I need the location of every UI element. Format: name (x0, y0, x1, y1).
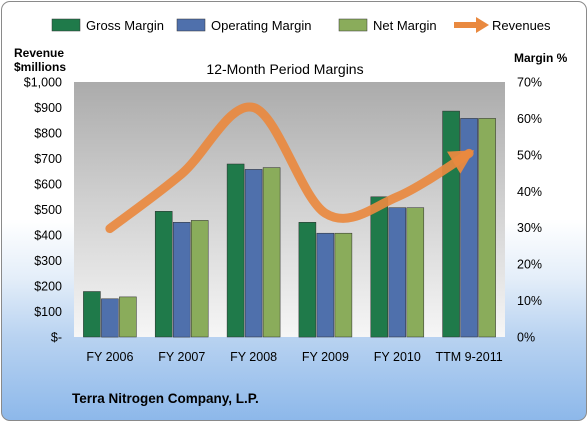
bar-gross-margin-fy-2006 (83, 291, 101, 338)
left-tick-label: $1,000 (24, 76, 62, 90)
bar-net-margin-fy-2010 (406, 207, 425, 338)
legend: Gross Margin Operating Margin Net Margin Re… (51, 17, 551, 33)
bar-gross-margin-fy-2007 (154, 211, 173, 338)
bar-gross-margin-fy-2009 (298, 222, 317, 338)
line-revenues-arrowhead (447, 150, 475, 174)
bar-net-margin-fy-2006 (119, 296, 137, 338)
right-tick-label: 60% (517, 112, 542, 126)
bar-series-group (83, 110, 496, 338)
bar-operating-margin-fy-2009 (316, 232, 335, 338)
legend-label-net-margin: Net Margin (373, 18, 437, 33)
left-tick-label: $400 (34, 229, 62, 243)
right-tick-label: 0% (517, 331, 535, 345)
category-label: FY 2009 (302, 350, 349, 364)
left-tick-label: $300 (34, 254, 62, 268)
bar-gross-margin-fy-2008 (226, 163, 245, 338)
right-tick-label: 30% (517, 221, 542, 235)
category-label: FY 2006 (86, 350, 133, 364)
left-axis-ticks: $- $100 $200 $300 $400 $500 $600 $700 $800 $900 $1… (24, 76, 62, 345)
category-label: FY 2010 (374, 350, 421, 364)
category-label: TTM 9-2011 (436, 350, 503, 364)
legend-swatch-gross-margin (51, 18, 81, 32)
right-tick-label: 20% (517, 258, 542, 272)
left-tick-label: $900 (34, 101, 62, 115)
legend-label-revenues: Revenues (492, 18, 551, 33)
category-label: FY 2008 (230, 350, 277, 364)
category-labels: FY 2006 FY 2007 FY 2008 FY 2009 FY 2010 TTM 9… (86, 350, 502, 364)
bar-gross-margin-ttm-9-2011 (442, 110, 460, 338)
bar-operating-margin-fy-2010 (388, 207, 407, 338)
legend-label-gross-margin: Gross Margin (86, 18, 164, 33)
bar-gross-margin-fy-2010 (370, 196, 389, 338)
left-tick-label: $200 (34, 280, 62, 294)
legend-arrow-revenues (476, 17, 489, 33)
bar-operating-margin-fy-2006 (101, 298, 119, 338)
category-label: FY 2007 (158, 350, 205, 364)
right-tick-label: 70% (517, 76, 542, 90)
bar-net-margin-ttm-9-2011 (478, 118, 496, 338)
right-tick-label: 40% (517, 185, 542, 199)
left-tick-label: $500 (34, 203, 62, 217)
line-revenues (105, 102, 474, 234)
right-axis-title: Margin % (514, 51, 568, 65)
left-tick-label: $700 (34, 152, 62, 166)
company-name: Terra Nitrogen Company, L.P. (72, 391, 259, 406)
bar-operating-margin-fy-2007 (172, 222, 191, 338)
left-tick-label: $100 (34, 305, 62, 319)
bar-net-margin-fy-2008 (262, 167, 281, 338)
chart-title: 12-Month Period Margins (206, 61, 363, 77)
bar-net-margin-fy-2009 (334, 232, 353, 338)
right-axis-ticks: 0% 10% 20% 30% 40% 50% 60% 70% (517, 76, 542, 345)
bar-operating-margin-ttm-9-2011 (460, 118, 478, 338)
left-tick-label: $800 (34, 127, 62, 141)
left-tick-label: $600 (34, 178, 62, 192)
right-tick-label: 10% (517, 294, 542, 308)
left-tick-label: $- (51, 331, 62, 345)
plot-area (74, 82, 505, 337)
left-axis-title-line1: Revenue (14, 46, 64, 60)
right-tick-label: 50% (517, 148, 542, 162)
legend-swatch-net-margin (338, 18, 368, 32)
bar-net-margin-fy-2007 (190, 220, 209, 338)
revenue-line-group (105, 102, 475, 234)
legend-label-operating-margin: Operating Margin (211, 18, 311, 33)
bar-operating-margin-fy-2008 (244, 169, 263, 338)
left-axis-title-line2: $millions (14, 60, 66, 74)
legend-swatch-operating-margin (176, 18, 206, 32)
